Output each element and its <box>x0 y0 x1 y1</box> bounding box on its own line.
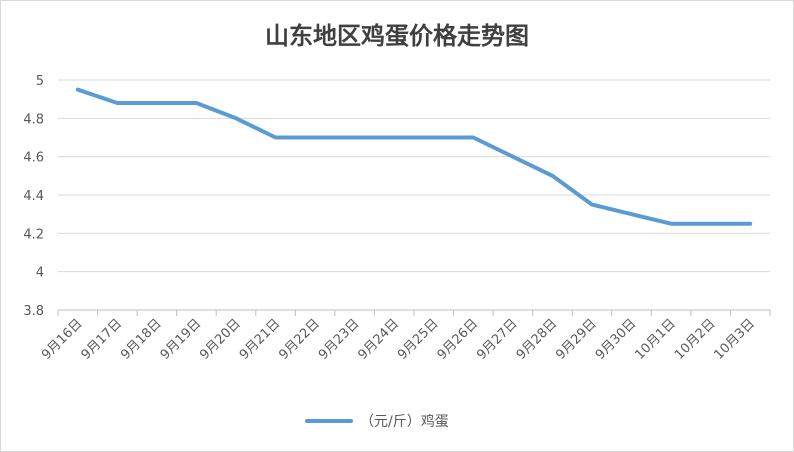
data-point <box>313 136 317 140</box>
data-point <box>353 136 357 140</box>
data-point <box>669 222 673 226</box>
x-tick-label: 10月3日 <box>712 316 759 363</box>
x-tick-label: 9月28日 <box>514 316 561 363</box>
y-tick-label: 4.2 <box>23 227 44 242</box>
x-tick-label: 9月25日 <box>395 316 442 363</box>
y-tick-label: 4.4 <box>23 189 44 204</box>
x-tick-label: 9月20日 <box>197 316 244 363</box>
y-tick-label: 5 <box>36 74 44 89</box>
chart-title: 山东地区鸡蛋价格走势图 <box>265 21 529 50</box>
y-tick-label: 4.6 <box>23 151 44 166</box>
data-point <box>155 101 159 105</box>
x-tick-label: 9月22日 <box>276 316 323 363</box>
data-point <box>590 203 594 207</box>
gridlines <box>58 79 770 273</box>
x-tick-label: 9月23日 <box>316 316 363 363</box>
x-tick-label: 9月16日 <box>39 316 86 363</box>
x-axis-tick-labels: 9月16日9月17日9月18日9月19日9月20日9月21日9月22日9月23日… <box>39 316 758 363</box>
x-tick-label: 10月2日 <box>672 316 719 363</box>
legend: （元/斤）鸡蛋 <box>305 413 449 430</box>
data-point <box>709 222 713 226</box>
legend-label: （元/斤）鸡蛋 <box>360 413 449 430</box>
y-axis-tick-labels: 5 4.8 4.6 4.4 4.2 4 3.8 <box>23 74 44 319</box>
y-tick-label: 4.8 <box>23 112 44 127</box>
data-point <box>194 101 198 105</box>
data-point <box>392 136 396 140</box>
data-point <box>76 88 80 92</box>
x-tick-label: 9月24日 <box>356 316 403 363</box>
x-tick-label: 9月29日 <box>553 316 600 363</box>
series-layer <box>75 87 753 226</box>
y-tick-label: 4 <box>36 266 44 281</box>
data-point <box>234 116 238 120</box>
axes <box>57 309 771 316</box>
x-tick-label: 9月18日 <box>118 316 165 363</box>
x-tick-label: 9月27日 <box>474 316 521 363</box>
data-point <box>274 136 278 140</box>
x-tick-label: 9月17日 <box>79 316 126 363</box>
data-point <box>630 212 634 216</box>
series-line <box>75 87 753 226</box>
x-tick-label: 9月21日 <box>237 316 284 363</box>
y-tick-label: 3.8 <box>23 304 44 319</box>
data-point <box>115 101 119 105</box>
data-point <box>432 136 436 140</box>
data-point <box>471 136 475 140</box>
data-point <box>511 155 515 159</box>
data-point <box>550 174 554 178</box>
x-tick-label: 9月19日 <box>158 316 205 363</box>
data-point <box>748 222 752 226</box>
x-tick-label: 10月1日 <box>632 316 679 363</box>
x-tick-label: 9月26日 <box>435 316 482 363</box>
x-tick-label: 9月30日 <box>593 316 640 363</box>
